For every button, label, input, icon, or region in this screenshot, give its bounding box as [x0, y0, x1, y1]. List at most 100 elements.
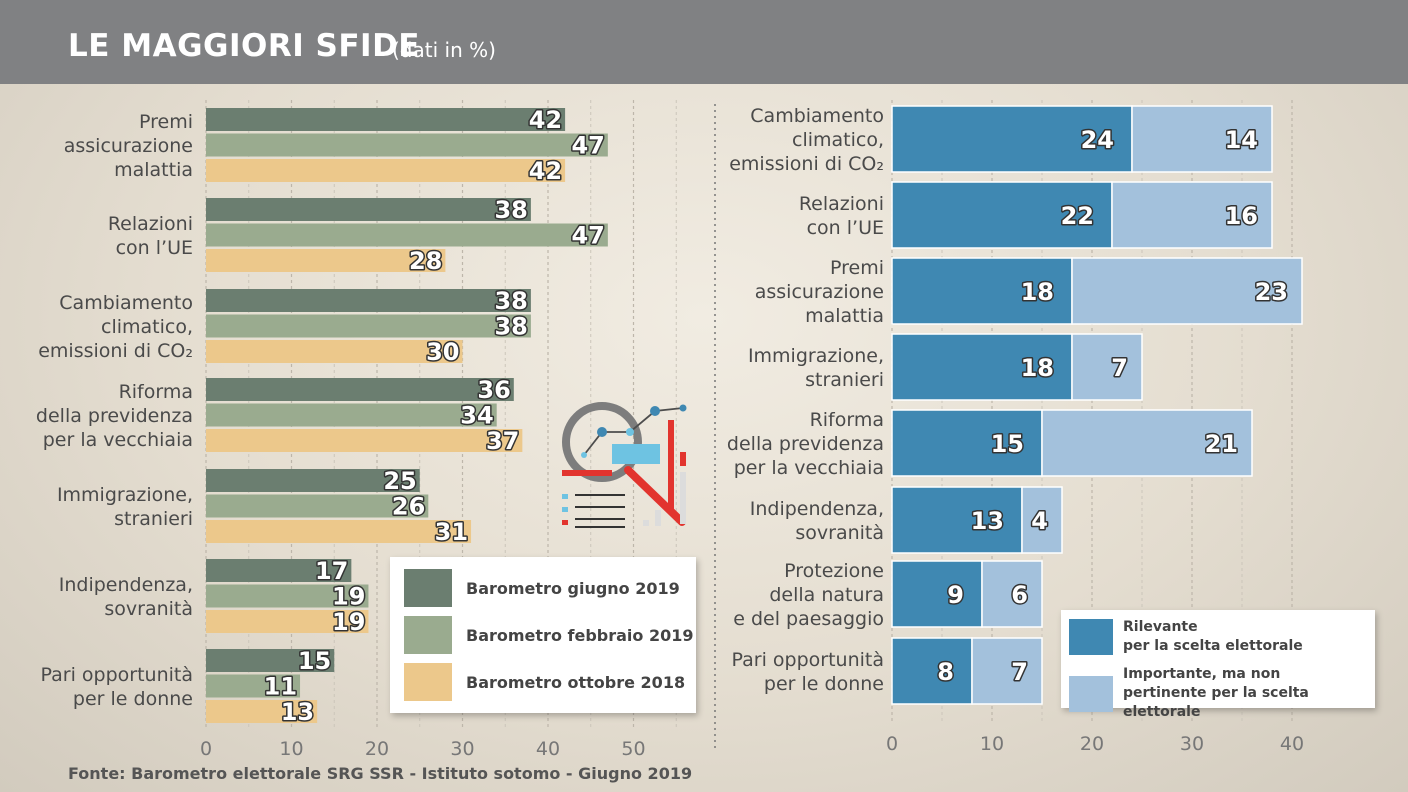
bar [206, 378, 514, 401]
bar-value-label: 8 [937, 658, 954, 686]
category-label: della natura [769, 584, 884, 606]
bar [206, 223, 608, 247]
x-tick-label: 20 [1080, 733, 1104, 755]
category-label: con l’UE [116, 237, 193, 259]
bar-importante [971, 637, 1043, 705]
bar [206, 198, 531, 221]
bar-value-label: 25 [383, 467, 416, 495]
category-label: Indipendenza, [59, 574, 193, 596]
left-legend: Barometro giugno 2019 Barometro febbraio… [390, 557, 696, 713]
legend-label: Barometro giugno 2019 [466, 578, 680, 598]
category-label: Cambiamento [59, 292, 193, 314]
bar-value-label: 13 [971, 507, 1004, 535]
bar-importante [981, 560, 1043, 628]
bar-value-label: 7 [1011, 658, 1028, 686]
category-label: assicurazione [755, 281, 884, 303]
legend-label: Barometro febbraio 2019 [466, 625, 694, 645]
bar-importante [1041, 409, 1253, 477]
bar [206, 159, 566, 182]
category-label: malattia [805, 305, 884, 327]
category-label: Protezione [784, 560, 884, 582]
bar-value-label: 18 [1021, 278, 1054, 306]
bar-value-label: 19 [332, 583, 365, 611]
bar-value-label: 15 [298, 647, 331, 675]
bar-value-label: 26 [392, 493, 425, 521]
bar [206, 610, 369, 633]
bar-value-label: 15 [991, 430, 1024, 458]
page-subtitle: (dati in %) [392, 38, 496, 62]
category-label: Riforma [810, 409, 884, 431]
category-label: sovranità [795, 522, 884, 544]
category-label: assicurazione [64, 135, 193, 157]
x-tick-label: 20 [365, 738, 389, 760]
bar-value-label: 42 [529, 106, 562, 134]
bar-importante [1131, 105, 1273, 173]
category-label: Cambiamento [750, 105, 884, 127]
legend-item-importante: Importante, ma non pertinente per la sce… [1069, 665, 1375, 722]
header-bar: LE MAGGIORI SFIDE (dati in %) [0, 0, 1408, 84]
legend-item-giugno-2019: Barometro giugno 2019 [404, 569, 680, 607]
source-note: Fonte: Barometro elettorale SRG SSR - Is… [68, 764, 693, 783]
category-label: Relazioni [799, 193, 884, 215]
bar [206, 649, 335, 672]
bar-value-label: 34 [460, 402, 493, 430]
legend-label: Rilevante per la scelta elettorale [1123, 618, 1303, 656]
bar-rilevante [891, 257, 1073, 325]
bar-rilevante [891, 105, 1133, 173]
bar-value-label: 47 [571, 222, 604, 250]
bar [206, 559, 352, 582]
x-tick-label: 0 [886, 733, 898, 755]
bar-value-label: 19 [332, 608, 365, 636]
bar-rilevante [891, 560, 983, 628]
bar [206, 249, 446, 272]
bar-importante [1021, 486, 1063, 554]
category-label: per le donne [73, 688, 193, 710]
bar-value-label: 14 [1225, 126, 1258, 154]
category-label: Immigrazione, [57, 484, 193, 506]
legend-swatch-ottobre-2018 [404, 663, 452, 701]
bar [206, 340, 463, 363]
bar [206, 314, 531, 338]
bar [206, 133, 608, 157]
category-label: Premi [830, 257, 884, 279]
x-tick-label: 0 [200, 738, 212, 760]
x-tick-label: 10 [980, 733, 1004, 755]
category-label: emissioni di CO₂ [38, 340, 193, 362]
category-label: della previdenza [727, 433, 884, 455]
bar-value-label: 38 [494, 313, 527, 341]
x-tick-label: 30 [450, 738, 474, 760]
x-tick-label: 40 [1280, 733, 1304, 755]
category-label: Pari opportunità [732, 649, 884, 671]
category-label: climatico, [101, 316, 193, 338]
bar-value-label: 21 [1205, 430, 1238, 458]
bar-importante [1071, 333, 1143, 401]
bar-value-label: 31 [435, 518, 468, 546]
category-label: emissioni di CO₂ [729, 153, 884, 175]
category-label: stranieri [114, 508, 193, 530]
category-label: della previdenza [36, 405, 193, 427]
bar [206, 674, 301, 698]
bar-rilevante [891, 486, 1023, 554]
legend-swatch-rilevante [1069, 619, 1113, 655]
category-label: Pari opportunità [41, 664, 193, 686]
category-label: e del paesaggio [733, 608, 884, 630]
bar [206, 700, 318, 723]
bar-value-label: 24 [1081, 126, 1114, 154]
bar-rilevante [891, 409, 1043, 477]
bar-value-label: 30 [426, 338, 459, 366]
bar-value-label: 38 [494, 287, 527, 315]
category-label: sovranità [104, 598, 193, 620]
category-label: climatico, [792, 129, 884, 151]
legend-item-rilevante: Rilevante per la scelta elettorale [1069, 618, 1303, 656]
bar-value-label: 17 [315, 557, 348, 585]
category-label: Immigrazione, [748, 345, 884, 367]
bar [206, 108, 566, 131]
legend-label-line: per la scelta elettorale [1123, 638, 1303, 654]
bar-value-label: 42 [529, 157, 562, 185]
bar-value-label: 38 [494, 196, 527, 224]
bar-value-label: 36 [477, 376, 510, 404]
bar-value-label: 23 [1255, 278, 1288, 306]
legend-label: Barometro ottobre 2018 [466, 672, 686, 692]
